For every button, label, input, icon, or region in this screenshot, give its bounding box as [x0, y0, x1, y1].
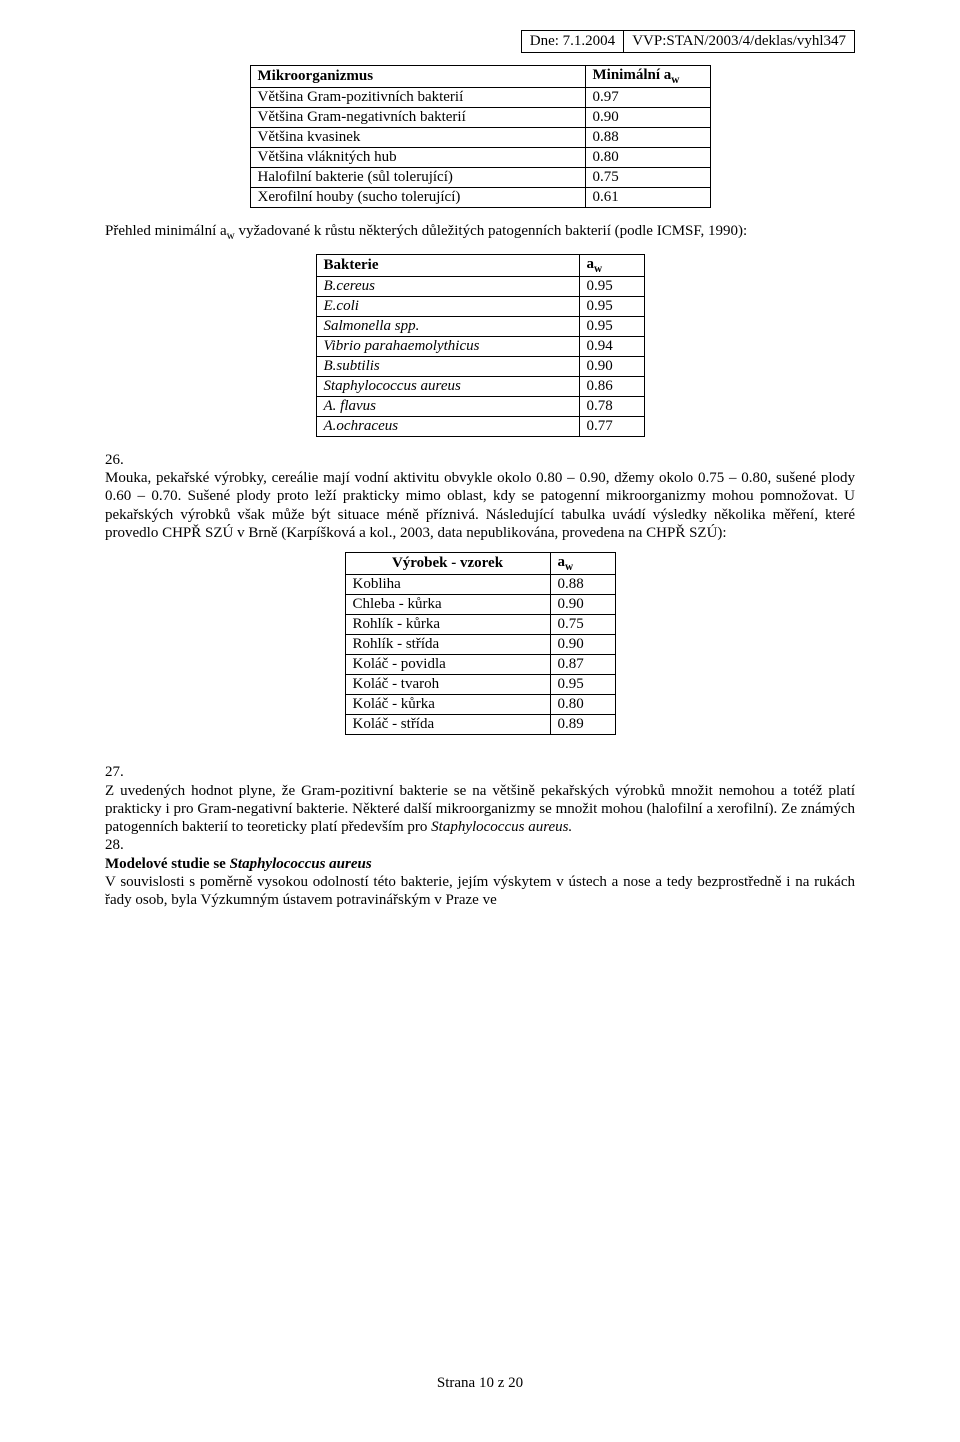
t3-label: Chleba - kůrka — [345, 595, 550, 615]
t3-label: Koláč - povidla — [345, 655, 550, 675]
t2-val: 0.94 — [579, 336, 644, 356]
table-row: Halofilní bakterie (sůl tolerující)0.75 — [250, 168, 710, 188]
t1-val: 0.61 — [585, 188, 710, 208]
t1-val: 0.90 — [585, 108, 710, 128]
spacer — [105, 244, 855, 254]
table-row: A. flavus0.78 — [316, 396, 644, 416]
table2-header-left: Bakterie — [316, 254, 579, 276]
t3-val: 0.90 — [550, 595, 615, 615]
table3-header-left: Výrobek - vzorek — [345, 553, 550, 575]
t2-val: 0.95 — [579, 296, 644, 316]
table2-header-right: aw — [579, 254, 644, 276]
t2-val: 0.95 — [579, 276, 644, 296]
table-row: Staphylococcus aureus0.86 — [316, 376, 644, 396]
t3-label: Rohlík - střída — [345, 635, 550, 655]
t2-val: 0.86 — [579, 376, 644, 396]
t3-val: 0.95 — [550, 675, 615, 695]
table-row: Většina vláknitých hub0.80 — [250, 148, 710, 168]
t2-label: E.coli — [316, 296, 579, 316]
t2-label: A.ochraceus — [316, 416, 579, 436]
table-products: Výrobek - vzorek aw Kobliha0.88 Chleba -… — [345, 552, 616, 735]
table-row: Vibrio parahaemolythicus0.94 — [316, 336, 644, 356]
header-date: Dne: 7.1.2004 — [522, 31, 624, 52]
header-docid: VVP:STAN/2003/4/deklas/vyhl347 — [624, 31, 854, 52]
table1-wrap: Mikroorganizmus Minimální aw Většina Gra… — [105, 65, 855, 222]
t3-val: 0.87 — [550, 655, 615, 675]
t3-label: Kobliha — [345, 575, 550, 595]
t1-val: 0.75 — [585, 168, 710, 188]
t1-label: Většina vláknitých hub — [250, 148, 585, 168]
t2-val: 0.77 — [579, 416, 644, 436]
t1-label: Většina Gram-pozitivních bakterií — [250, 88, 585, 108]
spacer — [105, 542, 855, 552]
table-row: Xerofilní houby (sucho tolerující)0.61 — [250, 188, 710, 208]
table-row: Výrobek - vzorek aw — [345, 553, 615, 575]
table-row: Kobliha0.88 — [345, 575, 615, 595]
header-row: Dne: 7.1.2004 VVP:STAN/2003/4/deklas/vyh… — [105, 30, 855, 53]
t2-label: B.subtilis — [316, 356, 579, 376]
t3-val: 0.90 — [550, 635, 615, 655]
table-row: E.coli0.95 — [316, 296, 644, 316]
num-27: 27. — [105, 763, 855, 781]
spacer — [105, 749, 855, 763]
table-row: B.subtilis0.90 — [316, 356, 644, 376]
para-28: V souvislosti s poměrně vysokou odolnost… — [105, 873, 855, 910]
t1-val: 0.88 — [585, 128, 710, 148]
t3-val: 0.75 — [550, 615, 615, 635]
t3-label: Rohlík - kůrka — [345, 615, 550, 635]
table-row: B.cereus0.95 — [316, 276, 644, 296]
t1-val: 0.97 — [585, 88, 710, 108]
t1-label: Většina kvasinek — [250, 128, 585, 148]
table-bacteria: Bakterie aw B.cereus0.95 E.coli0.95 Salm… — [316, 254, 645, 437]
table-row: Koláč - tvaroh0.95 — [345, 675, 615, 695]
t1-label: Xerofilní houby (sucho tolerující) — [250, 188, 585, 208]
t2-val: 0.95 — [579, 316, 644, 336]
table-row: A.ochraceus0.77 — [316, 416, 644, 436]
table-microorganisms: Mikroorganizmus Minimální aw Většina Gra… — [250, 65, 711, 208]
table3-wrap: Výrobek - vzorek aw Kobliha0.88 Chleba -… — [105, 552, 855, 749]
t3-label: Koláč - kůrka — [345, 695, 550, 715]
table-row: Bakterie aw — [316, 254, 644, 276]
t2-label: B.cereus — [316, 276, 579, 296]
num-28: 28. — [105, 836, 855, 854]
t1-val: 0.80 — [585, 148, 710, 168]
table-row: Koláč - povidla0.87 — [345, 655, 615, 675]
table2-wrap: Bakterie aw B.cereus0.95 E.coli0.95 Salm… — [105, 254, 855, 451]
t2-val: 0.90 — [579, 356, 644, 376]
t1-label: Halofilní bakterie (sůl tolerující) — [250, 168, 585, 188]
table-row: Rohlík - kůrka0.75 — [345, 615, 615, 635]
t3-val: 0.88 — [550, 575, 615, 595]
section-28-title: Modelové studie se Staphylococcus aureus — [105, 855, 855, 873]
table1-header-right: Minimální aw — [585, 66, 710, 88]
table-row: Většina Gram-negativních bakterií0.90 — [250, 108, 710, 128]
table1-header-left: Mikroorganizmus — [250, 66, 585, 88]
t2-label: Vibrio parahaemolythicus — [316, 336, 579, 356]
t3-val: 0.80 — [550, 695, 615, 715]
t2-val: 0.78 — [579, 396, 644, 416]
table-row: Rohlík - střída0.90 — [345, 635, 615, 655]
table-row: Mikroorganizmus Minimální aw — [250, 66, 710, 88]
t2-label: Salmonella spp. — [316, 316, 579, 336]
page-footer: Strana 10 z 20 — [0, 1375, 960, 1392]
table-row: Koláč - kůrka0.80 — [345, 695, 615, 715]
para-27: Z uvedených hodnot plyne, že Gram-poziti… — [105, 782, 855, 837]
table-row: Většina kvasinek0.88 — [250, 128, 710, 148]
num-26: 26. — [105, 451, 855, 469]
t2-label: Staphylococcus aureus — [316, 376, 579, 396]
para-26: Mouka, pekařské výrobky, cereálie mají v… — [105, 469, 855, 542]
para-intro-table2: Přehled minimální aw vyžadované k růstu … — [105, 222, 855, 244]
table-row: Koláč - střída0.89 — [345, 715, 615, 735]
t2-label: A. flavus — [316, 396, 579, 416]
t3-label: Koláč - tvaroh — [345, 675, 550, 695]
table3-header-right: aw — [550, 553, 615, 575]
t1-label: Většina Gram-negativních bakterií — [250, 108, 585, 128]
table-row: Většina Gram-pozitivních bakterií0.97 — [250, 88, 710, 108]
t3-label: Koláč - střída — [345, 715, 550, 735]
t3-val: 0.89 — [550, 715, 615, 735]
header-box: Dne: 7.1.2004 VVP:STAN/2003/4/deklas/vyh… — [521, 30, 855, 53]
table-row: Salmonella spp.0.95 — [316, 316, 644, 336]
table-row: Chleba - kůrka0.90 — [345, 595, 615, 615]
